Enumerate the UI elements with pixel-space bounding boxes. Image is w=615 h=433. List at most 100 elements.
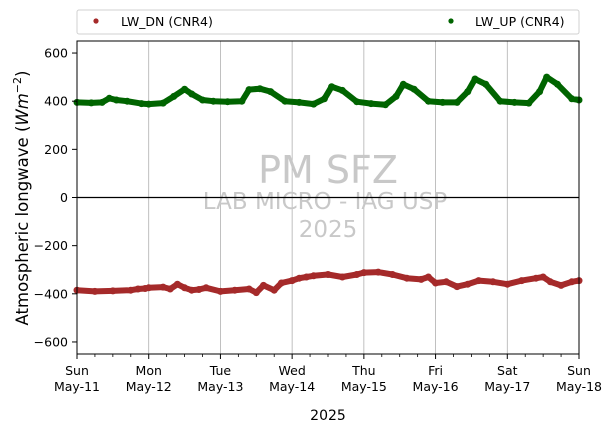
- x-tick-label-day: Fri: [428, 363, 443, 378]
- series-lw-up-point: [245, 86, 253, 94]
- x-tick-label-day: Tue: [209, 363, 232, 378]
- series-lw-dn-point: [173, 280, 181, 288]
- series-lw-up-point: [256, 85, 264, 93]
- series-lw-dn-point: [216, 287, 224, 295]
- series-lw-dn-point: [503, 280, 511, 288]
- series-lw-up-point: [123, 97, 131, 105]
- series-lw-dn-point: [475, 277, 483, 285]
- series-lw-dn-point: [389, 271, 396, 278]
- legend: LW_DN (CNR4) LW_UP (CNR4): [76, 9, 580, 35]
- series-lw-up-point: [439, 98, 447, 106]
- series-lw-up-trace: [74, 74, 582, 108]
- series-lw-up-point: [238, 97, 246, 105]
- series-lw-dn-point: [442, 278, 450, 286]
- series-lw-dn-point: [295, 274, 303, 282]
- series-lw-dn-point: [166, 285, 174, 293]
- x-tick-label-day: Thu: [351, 363, 375, 378]
- series-lw-dn-point: [546, 278, 554, 286]
- series-lw-dn-point: [557, 281, 565, 289]
- y-axis-label: Atmospheric longwave (Wm−2): [11, 71, 32, 326]
- series-lw-dn-point: [353, 271, 361, 278]
- series-lw-up-point: [338, 86, 346, 94]
- legend-label-lw-up: LW_UP (CNR4): [475, 14, 565, 29]
- series-lw-up-point: [320, 95, 328, 103]
- series-lw-dn-point: [453, 283, 461, 291]
- series-lw-up-point: [453, 98, 461, 106]
- series-lw-dn-point: [489, 278, 497, 286]
- series-lw-up-point: [392, 92, 400, 100]
- y-axis-label-main: Atmospheric longwave (: [13, 126, 32, 326]
- series-lw-up-point: [568, 95, 576, 103]
- x-tick-label-day: Sat: [497, 363, 518, 378]
- series-lw-dn-point: [539, 273, 547, 281]
- x-tick-label-date: May-14: [269, 379, 315, 394]
- y-tick-label: 0: [60, 190, 68, 205]
- series-lw-dn-point: [518, 277, 526, 285]
- series-lw-dn-point: [202, 284, 210, 292]
- series-lw-up-point: [267, 88, 275, 96]
- series-lw-dn-point: [288, 277, 296, 285]
- legend-marker-lw-dn: [93, 18, 99, 24]
- x-tick-label-date: May-16: [413, 379, 459, 394]
- series-lw-up-point: [199, 96, 206, 104]
- series-lw-dn-point: [432, 279, 440, 287]
- series-lw-up-point: [328, 83, 336, 91]
- series-lw-up-point: [112, 96, 120, 104]
- series-lw-up-point: [554, 80, 561, 88]
- x-axis-ticks: SunMay-11MonMay-12TueMay-13WedMay-14ThuM…: [54, 354, 602, 394]
- y-axis-label-exp: −2: [11, 77, 24, 93]
- series-lw-up-point: [424, 97, 432, 105]
- series-lw-dn-point: [127, 286, 135, 294]
- x-tick-label-day: Wed: [279, 363, 306, 378]
- series-lw-up-point: [281, 97, 289, 105]
- series-lw-dn-point: [568, 278, 576, 286]
- y-axis-label-unit: Wm: [13, 93, 32, 125]
- series-lw-dn-point: [532, 274, 540, 282]
- x-tick-label-date: May-13: [197, 379, 243, 394]
- series-lw-dn-point: [374, 268, 382, 276]
- series-lw-up-point: [159, 99, 167, 107]
- x-tick-label-day: Mon: [136, 363, 162, 378]
- series-lw-up-point: [181, 85, 189, 93]
- series-lw-dn-point: [424, 273, 432, 281]
- series-lw-dn-point: [109, 287, 117, 295]
- x-axis-label: 2025: [310, 408, 346, 424]
- series-lw-dn-point: [188, 286, 196, 294]
- x-tick-label-date: May-11: [54, 379, 100, 394]
- series-lw-dn-point: [324, 271, 332, 278]
- watermark: PM SFZ LAB MICRO - IAG USP 2025: [203, 148, 448, 243]
- x-tick-label-day: Sun: [567, 363, 591, 378]
- x-tick-label-date: May-17: [484, 379, 530, 394]
- watermark-line-3: 2025: [299, 217, 358, 243]
- series-lw-up-point: [543, 73, 551, 81]
- series-lw-dn-point: [134, 285, 142, 293]
- x-tick-label-date: May-15: [341, 379, 387, 394]
- series-lw-dn-point: [417, 275, 425, 283]
- series-lw-dn-point: [303, 273, 310, 281]
- series-lw-up-point: [464, 88, 472, 96]
- series-lw-up-point: [105, 94, 113, 102]
- series-lw-up-point: [353, 98, 361, 106]
- legend-label-lw-dn: LW_DN (CNR4): [121, 14, 213, 29]
- series-lw-up-point: [367, 100, 375, 108]
- series-lw-up-point: [511, 98, 518, 106]
- series-lw-dn-point: [277, 279, 285, 287]
- series-lw-dn-point: [145, 284, 153, 292]
- series-lw-up-point: [482, 80, 490, 88]
- y-tick-label: 400: [44, 94, 68, 109]
- series-lw-dn-point: [195, 286, 203, 293]
- x-tick-label-date: May-12: [126, 379, 172, 394]
- series-lw-dn-point: [252, 289, 260, 297]
- series-lw-up-point: [471, 75, 479, 83]
- series-lw-dn-point: [159, 283, 167, 291]
- y-axis-ticks: −600 −400 −200 0 200 400 600: [34, 46, 77, 349]
- y-tick-label: −600: [34, 334, 68, 349]
- series-lw-up-point: [295, 98, 303, 106]
- series-lw-up-point: [536, 88, 544, 96]
- y-tick-label: 600: [44, 46, 68, 61]
- series-lw-up-point: [170, 92, 178, 100]
- series-lw-dn-point: [181, 284, 189, 292]
- y-tick-label: 200: [44, 142, 68, 157]
- watermark-line-1: PM SFZ: [258, 148, 398, 192]
